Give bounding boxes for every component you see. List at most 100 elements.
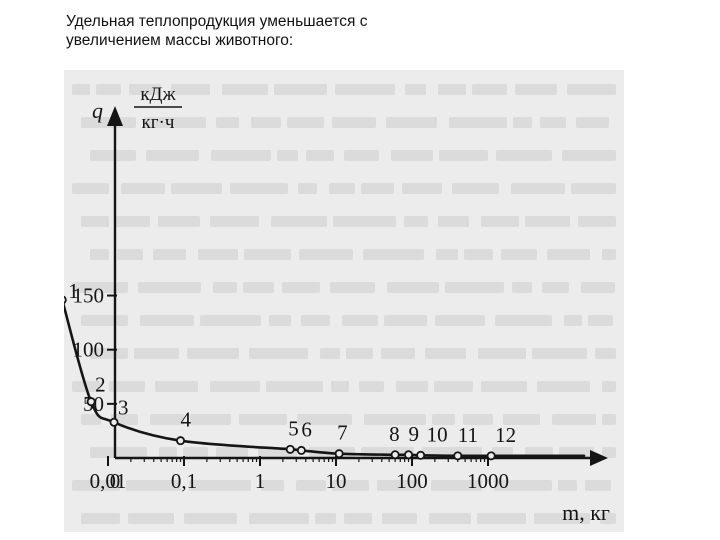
chart: 00,010,1110100100050100150 1234567891011… bbox=[64, 70, 624, 532]
ghost-word bbox=[90, 249, 109, 260]
x-tick-label: 0,01 bbox=[90, 469, 127, 493]
ghost-word bbox=[90, 150, 136, 161]
ghost-word bbox=[140, 315, 194, 326]
ghost-word bbox=[329, 183, 355, 194]
ghost-word bbox=[153, 249, 186, 260]
data-point-label: 11 bbox=[458, 423, 478, 447]
ghost-word bbox=[159, 447, 177, 458]
axes: 00,010,1110100100050100150 bbox=[73, 106, 608, 493]
ghost-word bbox=[540, 117, 566, 128]
ghost-word bbox=[445, 282, 504, 293]
x-tick-label: 0,1 bbox=[171, 469, 197, 493]
ghost-word bbox=[405, 84, 426, 95]
data-point-label: 10 bbox=[427, 422, 448, 446]
data-point bbox=[296, 445, 306, 455]
ghost-word bbox=[287, 117, 324, 128]
ghost-word bbox=[588, 315, 613, 326]
data-point-label: 6 bbox=[301, 417, 312, 441]
bleed-through-text bbox=[72, 84, 616, 524]
ghost-word bbox=[436, 249, 458, 260]
ghost-word bbox=[481, 216, 519, 227]
ghost-word bbox=[266, 381, 323, 392]
ghost-word bbox=[532, 348, 587, 359]
ghost-word bbox=[552, 414, 596, 425]
y-axis-unit-numerator: кДж bbox=[140, 84, 176, 105]
ghost-word bbox=[382, 513, 417, 524]
ghost-word bbox=[150, 414, 184, 425]
data-point bbox=[64, 295, 67, 305]
ghost-word bbox=[602, 249, 616, 260]
ghost-word bbox=[387, 282, 439, 293]
ghost-word bbox=[171, 84, 210, 95]
ghost-word bbox=[297, 414, 352, 425]
ghost-word bbox=[359, 381, 384, 392]
ghost-word bbox=[249, 348, 308, 359]
ghost-word bbox=[184, 513, 237, 524]
ghost-word bbox=[200, 315, 261, 326]
ghost-word bbox=[81, 216, 109, 227]
data-point bbox=[334, 449, 344, 459]
ghost-word bbox=[81, 414, 101, 425]
ghost-word bbox=[564, 315, 582, 326]
ghost-word bbox=[187, 348, 239, 359]
ghost-word bbox=[439, 150, 488, 161]
ghost-word bbox=[332, 117, 376, 128]
ghost-word bbox=[216, 447, 248, 458]
ghost-word bbox=[117, 249, 143, 260]
ghost-word bbox=[216, 117, 239, 128]
ghost-word bbox=[244, 249, 291, 260]
ghost-word bbox=[72, 183, 109, 194]
ghost-word bbox=[431, 480, 482, 491]
ghost-word bbox=[481, 381, 527, 392]
ghost-word bbox=[384, 315, 427, 326]
ghost-word bbox=[449, 117, 507, 128]
ghost-word bbox=[534, 513, 590, 524]
ghost-word bbox=[96, 84, 121, 95]
ghost-word bbox=[344, 150, 379, 161]
ghost-word bbox=[138, 282, 201, 293]
ghost-word bbox=[171, 183, 222, 194]
x-tick-label: 0 bbox=[110, 469, 121, 493]
ghost-word bbox=[464, 249, 493, 260]
ghost-word bbox=[537, 381, 590, 392]
ghost-word bbox=[72, 84, 90, 95]
ghost-word bbox=[269, 315, 291, 326]
ghost-word bbox=[90, 348, 128, 359]
ghost-word bbox=[602, 414, 616, 425]
data-point-label: 8 bbox=[389, 422, 400, 446]
ghost-word bbox=[271, 216, 327, 227]
x-tick-label: 100 bbox=[396, 469, 428, 493]
ghost-word bbox=[525, 216, 570, 227]
ghost-word bbox=[361, 183, 394, 194]
ghost-word bbox=[146, 150, 199, 161]
data-point bbox=[486, 451, 496, 461]
x-axis-arrow bbox=[590, 450, 608, 466]
ghost-word bbox=[402, 183, 442, 194]
ghost-word bbox=[602, 381, 616, 392]
ghost-word bbox=[429, 513, 471, 524]
ghost-word bbox=[81, 315, 128, 326]
ghost-word bbox=[282, 282, 320, 293]
ghost-word bbox=[296, 480, 326, 491]
ghost-word bbox=[567, 84, 616, 95]
ghost-word bbox=[90, 447, 147, 458]
ghost-word bbox=[332, 480, 369, 491]
ghost-word bbox=[600, 513, 616, 524]
data-point bbox=[453, 451, 463, 461]
ghost-word bbox=[495, 315, 552, 326]
data-point bbox=[416, 450, 426, 460]
data-point bbox=[404, 450, 414, 460]
data-point-label: 7 bbox=[337, 421, 348, 445]
scan-background bbox=[64, 70, 624, 532]
ghost-word bbox=[299, 249, 353, 260]
ghost-word bbox=[190, 414, 231, 425]
ghost-word bbox=[496, 150, 552, 161]
ghost-word bbox=[377, 480, 421, 491]
y-axis-unit-denominator: кг·ч bbox=[142, 112, 175, 133]
ghost-word bbox=[115, 216, 150, 227]
ghost-word bbox=[515, 84, 557, 95]
ghost-word bbox=[261, 480, 284, 491]
ghost-word bbox=[503, 414, 540, 425]
scanned-figure: 00,010,1110100100050100150 1234567891011… bbox=[64, 70, 624, 532]
